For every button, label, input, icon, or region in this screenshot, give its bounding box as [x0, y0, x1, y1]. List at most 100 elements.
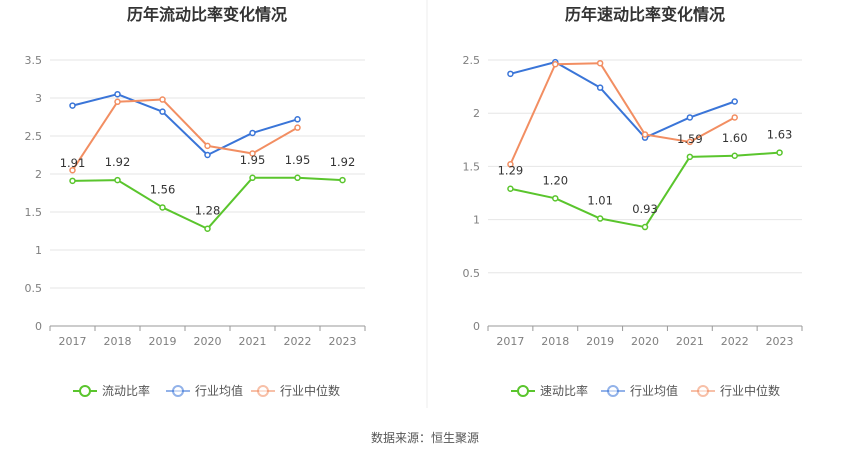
x-tick-label: 2022 — [284, 335, 312, 348]
data-point — [731, 114, 738, 121]
data-point — [249, 174, 256, 182]
data-label: 1.59 — [677, 132, 703, 146]
data-point — [249, 129, 256, 137]
x-tick-label: 2018 — [541, 335, 569, 348]
y-tick-label: 1.5 — [25, 206, 43, 219]
data-label: 1.01 — [587, 194, 613, 208]
x-tick-label: 2021 — [239, 335, 267, 348]
data-point — [641, 131, 649, 138]
data-label: 1.92 — [330, 155, 356, 169]
legend-label: 行业均值 — [630, 383, 678, 398]
legend-marker — [172, 385, 184, 397]
data-label: 1.95 — [240, 153, 266, 167]
legend-marker — [517, 385, 529, 397]
data-point — [294, 116, 301, 123]
y-tick-label: 1 — [35, 244, 42, 257]
y-tick-label: 2 — [35, 168, 42, 181]
series-line-3 — [71, 98, 298, 171]
legend-item-1: 速动比率 — [511, 383, 588, 398]
data-point — [507, 70, 514, 78]
data-point — [641, 223, 649, 231]
y-tick-label: 0.5 — [463, 267, 481, 280]
data-point — [507, 185, 514, 192]
legend-marker — [79, 385, 91, 397]
x-tick-label: 2020 — [194, 335, 222, 348]
data-point — [159, 96, 166, 103]
legend-item-2: 行业均值 — [166, 383, 243, 398]
data-label: 1.60 — [722, 131, 748, 145]
x-tick-label: 2019 — [149, 335, 177, 348]
series-line-3 — [509, 62, 736, 165]
x-tick-label: 2018 — [104, 335, 132, 348]
data-point — [686, 138, 694, 146]
data-point — [339, 176, 346, 184]
y-tick-label: 2.5 — [463, 54, 481, 67]
legend-label: 流动比率 — [102, 383, 150, 398]
legend-item-2: 行业均值 — [601, 383, 678, 398]
data-point — [69, 166, 76, 174]
x-tick-label: 2019 — [586, 335, 614, 348]
data-label: 1.29 — [498, 164, 524, 178]
data-point — [159, 108, 166, 115]
data-point — [596, 84, 604, 91]
data-point — [69, 102, 76, 109]
legend-marker — [607, 385, 619, 397]
chart-title: 历年流动比率变化情况 — [127, 5, 287, 24]
x-tick-label: 2017 — [496, 335, 524, 348]
data-label: 1.91 — [60, 156, 86, 170]
y-tick-label: 1.5 — [463, 160, 481, 173]
y-tick-label: 3 — [35, 92, 42, 105]
series-line-2 — [510, 61, 736, 139]
data-label: 1.56 — [150, 182, 176, 196]
series-line-2 — [72, 93, 298, 156]
data-point — [114, 90, 121, 98]
x-tick-label: 2017 — [59, 335, 87, 348]
data-point — [159, 204, 166, 211]
legend-label: 速动比率 — [540, 383, 588, 398]
x-tick-label: 2020 — [631, 335, 659, 348]
x-tick-label: 2021 — [676, 335, 704, 348]
data-point — [204, 151, 211, 159]
y-tick-label: 2.5 — [25, 130, 43, 143]
y-tick-label: 1 — [473, 214, 480, 227]
data-label: 1.20 — [542, 173, 568, 187]
data-point — [114, 98, 121, 106]
data-point — [596, 215, 604, 222]
data-point — [114, 176, 121, 184]
data-point — [294, 174, 301, 182]
legend-item-3: 行业中位数 — [691, 383, 780, 398]
data-label: 1.28 — [195, 204, 221, 218]
data-label: 1.95 — [285, 153, 311, 167]
data-point — [552, 195, 559, 202]
y-tick-label: 0 — [35, 320, 42, 333]
data-point — [507, 161, 514, 168]
legend-marker — [257, 385, 269, 397]
data-point — [294, 124, 301, 131]
chart-title: 历年速动比率变化情况 — [565, 5, 725, 24]
legend-item-1: 流动比率 — [73, 383, 150, 398]
data-point — [204, 225, 211, 232]
x-tick-label: 2023 — [766, 335, 794, 348]
legend-label: 行业均值 — [195, 383, 243, 398]
legend-label: 行业中位数 — [280, 383, 340, 398]
data-point — [69, 177, 76, 185]
data-label: 1.92 — [105, 155, 131, 169]
data-point — [731, 98, 738, 105]
data-point — [731, 152, 738, 160]
legend-label: 行业中位数 — [720, 383, 780, 398]
data-source-note: 数据来源：恒生聚源 — [371, 430, 479, 445]
x-tick-label: 2023 — [329, 335, 357, 348]
data-point — [552, 61, 559, 68]
data-point — [686, 153, 694, 161]
chart-panel-1: 历年流动比率变化情况 0 0.5 1 1.5 2 2.5 3 3.5 2017 2018 2019 20… — [25, 5, 366, 398]
data-label: 0.93 — [632, 202, 658, 216]
y-tick-label: 0.5 — [25, 282, 43, 295]
data-point — [776, 149, 783, 156]
data-point — [204, 142, 211, 150]
chart-panel-2: 历年速动比率变化情况 0 0.5 1 1.5 2 2.5 2017 2018 2019 2020 20… — [463, 5, 803, 398]
legend-item-3: 行业中位数 — [251, 383, 340, 398]
legend-marker — [697, 385, 709, 397]
